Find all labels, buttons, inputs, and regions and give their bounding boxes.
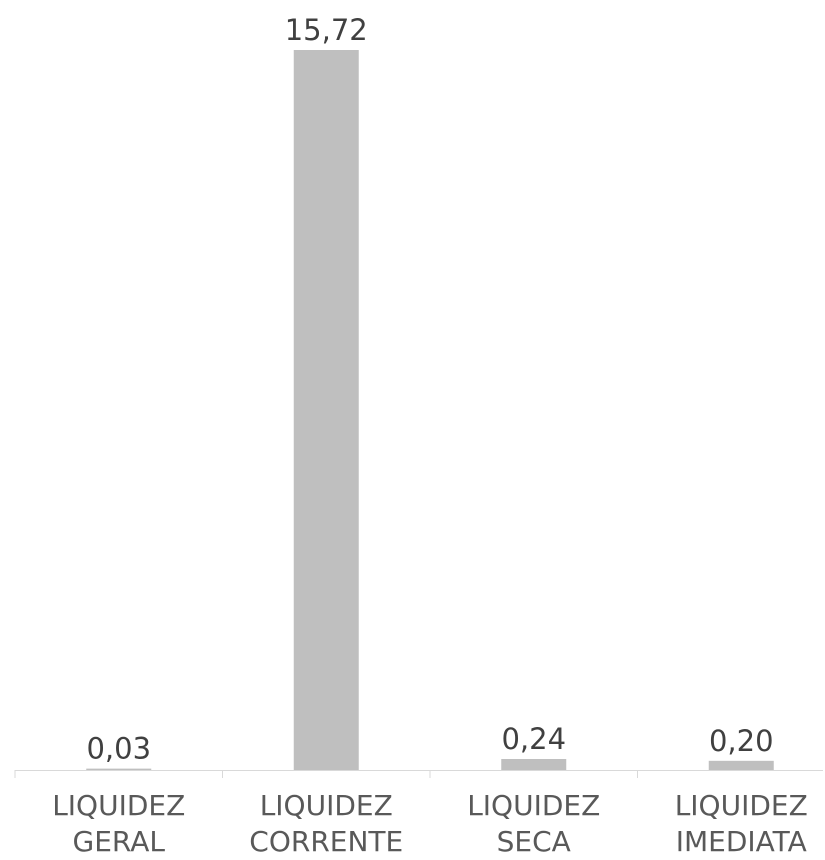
bar [501,759,567,770]
value-label: 0,03 [86,732,151,766]
bar [708,760,774,770]
x-tick-label: LIQUIDEZ SECA [467,789,601,858]
bar [293,50,359,770]
x-tick-label: LIQUIDEZ IMEDIATA [674,789,808,858]
x-tick-label: LIQUIDEZ GERAL [52,789,186,858]
x-tick-label: LIQUIDEZ CORRENTE [249,789,404,858]
bar [86,768,152,770]
value-label: 0,20 [709,724,774,758]
value-label: 15,72 [285,13,368,47]
value-label: 0,24 [501,722,566,756]
